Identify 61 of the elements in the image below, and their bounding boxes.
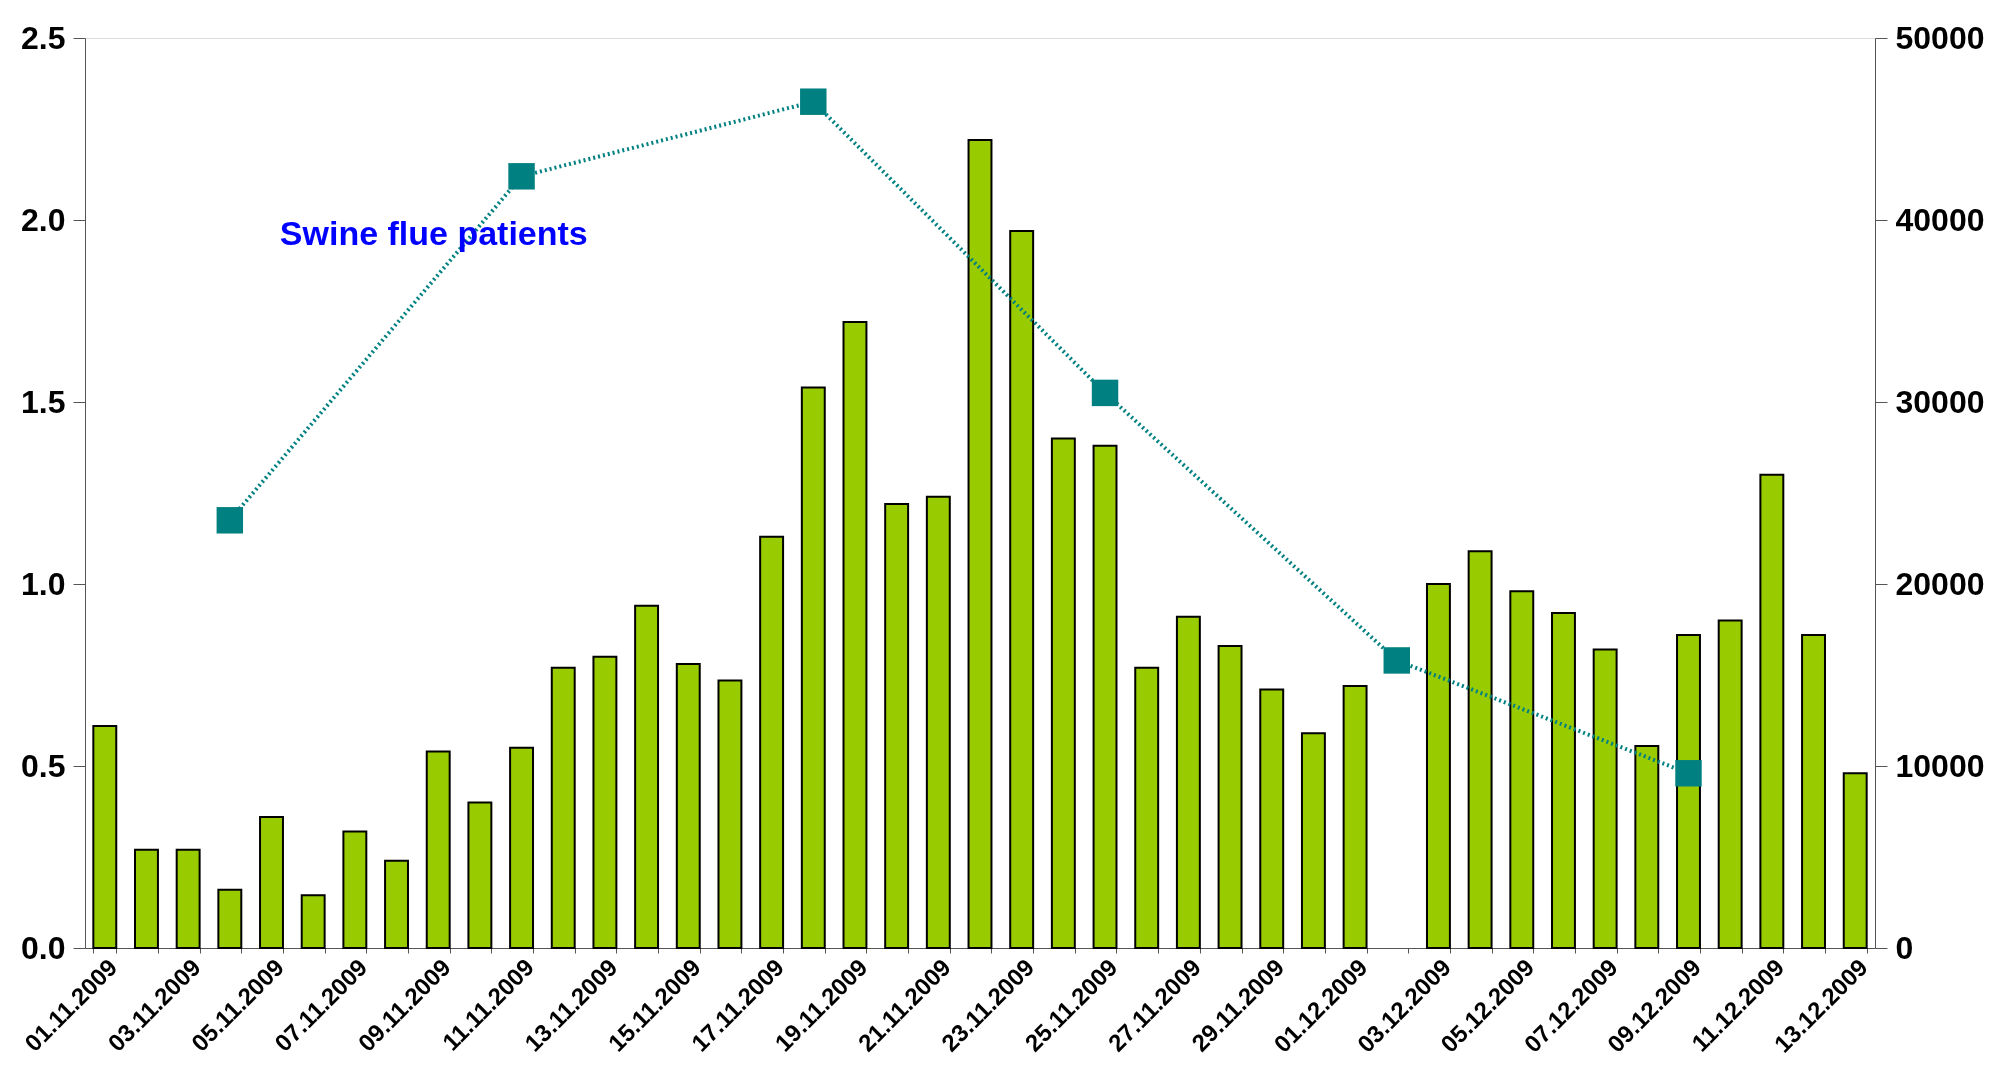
y2-tick-label: 0 (1895, 929, 1914, 966)
bar (175, 848, 201, 949)
point (1383, 647, 1410, 674)
point (1675, 760, 1702, 787)
bar (300, 894, 326, 949)
y-tick-label: 1.0 (21, 565, 66, 602)
bar (217, 888, 243, 949)
bar (1050, 437, 1076, 949)
bar (134, 848, 159, 949)
bar (1217, 644, 1243, 949)
point (216, 507, 244, 534)
bar (1676, 633, 1701, 949)
bar (1634, 744, 1660, 949)
bar (1134, 666, 1160, 949)
bar (1717, 619, 1743, 949)
bar (342, 830, 368, 949)
y2-tick-label: 40000 (1895, 201, 1985, 238)
point (508, 163, 535, 190)
y-tick-label: 2.5 (21, 19, 66, 56)
bar (800, 386, 826, 949)
bar (1842, 772, 1868, 949)
point (1091, 379, 1119, 407)
bar (759, 535, 785, 949)
bar (1425, 583, 1451, 949)
bar (550, 666, 576, 949)
bar (592, 655, 618, 949)
bar (1592, 648, 1618, 949)
bar (1092, 444, 1118, 949)
series-label: Swine flue patients (279, 214, 588, 253)
y2-tick-label: 50000 (1895, 19, 1985, 56)
bar (509, 746, 535, 949)
bar (1342, 684, 1368, 949)
y-tick-label: 0.0 (21, 929, 66, 966)
bar (1175, 615, 1201, 949)
point (800, 88, 827, 115)
y-tick-label: 1.5 (21, 383, 66, 420)
y-tick-label: 0.5 (21, 747, 66, 784)
y-tick-label: 2.0 (21, 201, 66, 238)
bar (884, 502, 910, 949)
y2-tick-label: 10000 (1895, 747, 1985, 784)
bar (717, 679, 743, 949)
bar (842, 320, 868, 949)
bar (92, 724, 118, 949)
bar (259, 815, 284, 949)
y2-tick-label: 30000 (1895, 383, 1985, 420)
bar (967, 138, 993, 949)
bar (1759, 473, 1785, 949)
bar (1300, 732, 1326, 949)
bar (925, 495, 951, 949)
bar (425, 750, 451, 949)
bar (1551, 612, 1576, 949)
bar (675, 663, 701, 949)
bar (1259, 688, 1285, 949)
bar (1467, 550, 1493, 949)
bar (467, 801, 493, 949)
bar (634, 604, 660, 949)
bar (1509, 590, 1535, 949)
bar (1801, 633, 1826, 949)
bar (1009, 229, 1035, 949)
bar (384, 859, 409, 949)
y2-tick-label: 20000 (1895, 565, 1985, 602)
